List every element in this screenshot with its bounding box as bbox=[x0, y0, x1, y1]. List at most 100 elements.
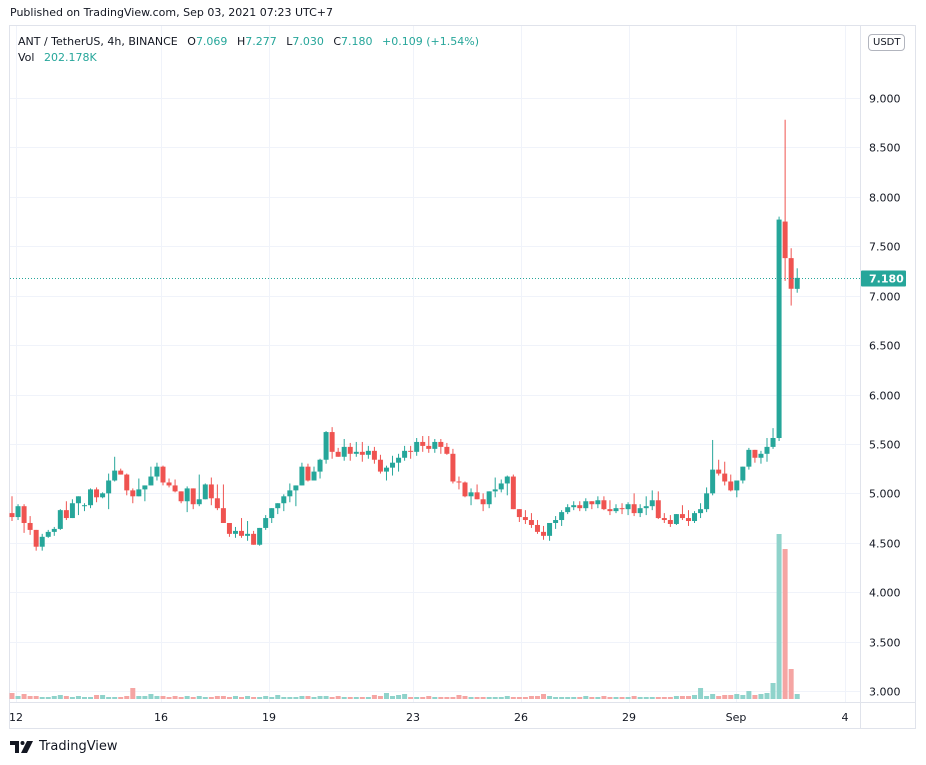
volume-bar bbox=[480, 697, 486, 699]
volume-bar bbox=[232, 696, 238, 699]
candle-up bbox=[281, 496, 287, 504]
candle-up bbox=[287, 490, 293, 497]
candle-up bbox=[45, 531, 51, 537]
currency-button[interactable]: USDT bbox=[868, 34, 906, 51]
candle-down bbox=[377, 459, 383, 472]
candle-down bbox=[788, 258, 794, 289]
candle-up bbox=[202, 484, 208, 500]
low-label: L bbox=[286, 35, 293, 48]
price-tick-label: 5.500 bbox=[869, 439, 901, 452]
volume-bar bbox=[510, 697, 516, 699]
candle-up bbox=[583, 501, 589, 509]
candle-up bbox=[81, 505, 87, 507]
brand-label: TradingView bbox=[39, 739, 118, 754]
volume-bar bbox=[547, 696, 553, 699]
volume-bar bbox=[426, 696, 432, 699]
candle-up bbox=[275, 503, 281, 509]
volume-bar bbox=[649, 697, 655, 699]
candle-up bbox=[57, 510, 63, 529]
candle-up bbox=[746, 449, 752, 467]
volume-bar bbox=[245, 696, 251, 699]
volume-bar bbox=[607, 697, 613, 699]
candle-up bbox=[595, 500, 601, 505]
candle-up bbox=[565, 507, 571, 513]
volume-bar bbox=[486, 697, 492, 699]
candle-down bbox=[752, 449, 758, 458]
candle-up bbox=[553, 520, 559, 523]
time-tick-label: 29 bbox=[622, 711, 636, 724]
candle-down bbox=[329, 432, 335, 452]
volume-bar bbox=[408, 697, 414, 699]
volume-bar bbox=[136, 696, 142, 699]
candle-down bbox=[239, 530, 245, 536]
volume-bar bbox=[347, 697, 353, 699]
candle-up bbox=[710, 469, 716, 494]
chart-frame bbox=[9, 25, 916, 729]
open-label: O bbox=[187, 35, 196, 48]
volume-bar bbox=[752, 695, 758, 699]
candle-down bbox=[408, 450, 414, 452]
tradingview-logo[interactable]: TradingView bbox=[10, 739, 118, 754]
price-tick-label: 8.500 bbox=[869, 142, 901, 155]
volume-bar bbox=[637, 697, 643, 699]
candle-down bbox=[474, 492, 480, 500]
volume-bar bbox=[341, 697, 347, 699]
candle-down bbox=[577, 505, 583, 509]
price-tick-label: 3.500 bbox=[869, 637, 901, 650]
volume-bar bbox=[601, 696, 607, 699]
volume-bar bbox=[45, 697, 51, 699]
volume-bar bbox=[734, 694, 740, 699]
volume-bar bbox=[782, 549, 788, 699]
candle-down bbox=[124, 474, 130, 491]
candle-up bbox=[196, 499, 202, 505]
volume-bar bbox=[383, 693, 389, 699]
volume-bar bbox=[335, 696, 341, 699]
volume-bar bbox=[226, 697, 232, 699]
volume-bar bbox=[704, 696, 710, 699]
candle-up bbox=[317, 459, 323, 472]
candle-up bbox=[402, 450, 408, 458]
volume-bar bbox=[553, 697, 559, 699]
candle-up bbox=[643, 506, 649, 509]
volume-bar bbox=[788, 669, 794, 699]
volume-bar bbox=[571, 697, 577, 699]
chart-legend: ANT / TetherUS, 4h, BINANCE O7.069 H7.27… bbox=[18, 34, 479, 66]
volume-bar bbox=[728, 695, 734, 699]
candle-down bbox=[9, 513, 15, 518]
last-price-badge bbox=[861, 270, 906, 287]
volume-bar bbox=[559, 697, 565, 699]
volume-bar bbox=[311, 697, 317, 699]
candle-down bbox=[220, 508, 226, 523]
candle-up bbox=[637, 508, 643, 514]
candle-up bbox=[323, 432, 329, 460]
candle-up bbox=[154, 466, 160, 477]
symbol-title[interactable]: ANT / TetherUS, 4h, BINANCE bbox=[18, 35, 178, 48]
volume-bar bbox=[257, 697, 263, 699]
candle-down bbox=[516, 509, 522, 518]
volume-bar bbox=[462, 696, 468, 699]
candle-down bbox=[166, 482, 172, 486]
candle-up bbox=[69, 503, 75, 519]
candle-up bbox=[625, 504, 631, 510]
volume-bar bbox=[124, 696, 130, 699]
volume-bar bbox=[371, 695, 377, 699]
volume-bar bbox=[305, 696, 311, 699]
candle-up bbox=[764, 446, 770, 454]
volume-bar bbox=[317, 696, 323, 699]
close-value: 7.180 bbox=[341, 35, 373, 48]
candle-down bbox=[522, 517, 528, 521]
time-tick-label: 16 bbox=[154, 711, 168, 724]
candle-up bbox=[504, 476, 510, 484]
last-price-label: 7.180 bbox=[869, 273, 904, 286]
volume-bar bbox=[160, 696, 166, 699]
candle-up bbox=[136, 489, 142, 497]
volume-bar bbox=[661, 697, 667, 699]
volume-bar bbox=[631, 696, 637, 699]
candle-up bbox=[770, 437, 776, 447]
volume-bar bbox=[329, 697, 335, 699]
candle-down bbox=[685, 518, 691, 522]
candle-down bbox=[510, 476, 516, 510]
candle-down bbox=[347, 446, 353, 454]
volume-bar bbox=[142, 696, 148, 699]
